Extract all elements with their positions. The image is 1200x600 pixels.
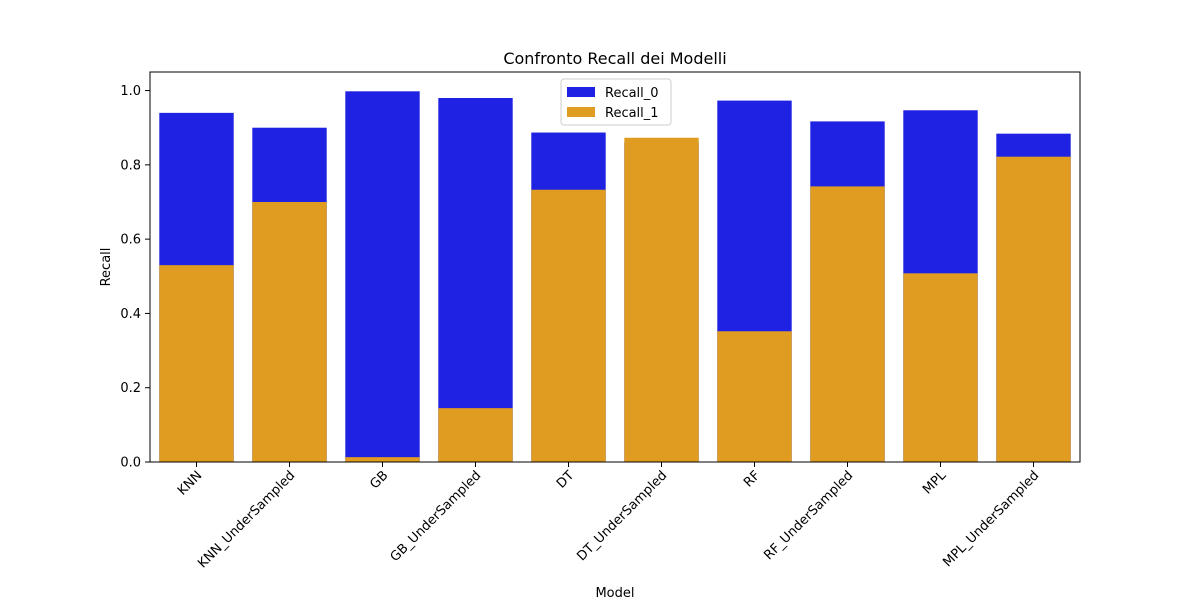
bars-group xyxy=(159,91,1071,463)
bar-recall-0-gb-undersampled xyxy=(438,98,513,462)
bar-recall-1-knn xyxy=(159,265,234,462)
x-tick-label: GB_UnderSampled xyxy=(388,468,485,565)
y-tick-label: 0.2 xyxy=(120,381,141,396)
x-tick-label: MPL xyxy=(920,468,950,498)
x-tick-label: DT xyxy=(554,468,577,491)
bar-recall-1-dt-undersampled xyxy=(624,137,699,463)
y-tick-label: 0.0 xyxy=(120,456,141,471)
bar-recall-1-rf xyxy=(717,331,792,462)
bar-recall-0-gb xyxy=(345,91,420,462)
x-tick-label: RF xyxy=(741,468,763,490)
legend-swatch-recall-0 xyxy=(567,87,595,97)
x-tick-label: DT_UnderSampled xyxy=(574,468,670,564)
legend-label-recall-0: Recall_0 xyxy=(605,86,659,101)
plot-frame xyxy=(149,71,1081,463)
bar-recall-1-knn-undersampled xyxy=(252,202,327,462)
x-tick-label: GB xyxy=(367,468,391,492)
bar-recall-1-mpl-undersampled xyxy=(996,156,1071,462)
x-tick-label: KNN xyxy=(175,468,205,498)
x-tick-label: RF_UnderSampled xyxy=(761,468,856,563)
legend-label-recall-1: Recall_1 xyxy=(605,106,659,121)
y-axis: 0.0 0.2 0.4 0.6 0.8 1.0 xyxy=(120,84,150,471)
bar-recall-1-dt xyxy=(531,189,606,463)
chart-title: Confronto Recall dei Modelli xyxy=(503,49,726,68)
bar-recall-1-mpl xyxy=(903,273,978,462)
y-tick-label: 0.6 xyxy=(120,233,141,248)
bar-recall-1-rf-undersampled xyxy=(810,186,885,462)
legend: Recall_0 Recall_1 xyxy=(560,78,672,126)
y-tick-label: 0.8 xyxy=(120,158,141,173)
y-axis-label: Recall xyxy=(99,248,114,287)
x-tick-label: KNN_UnderSampled xyxy=(195,468,298,571)
bar-recall-1-gb-undersampled xyxy=(438,408,513,462)
y-tick-label: 1.0 xyxy=(120,84,141,99)
x-tick-label: MPL_UnderSampled xyxy=(940,468,1042,570)
legend-swatch-recall-1 xyxy=(567,107,595,117)
x-axis-label: Model xyxy=(595,586,634,600)
bar-recall-1-gb xyxy=(345,457,420,462)
y-tick-label: 0.4 xyxy=(120,307,141,322)
